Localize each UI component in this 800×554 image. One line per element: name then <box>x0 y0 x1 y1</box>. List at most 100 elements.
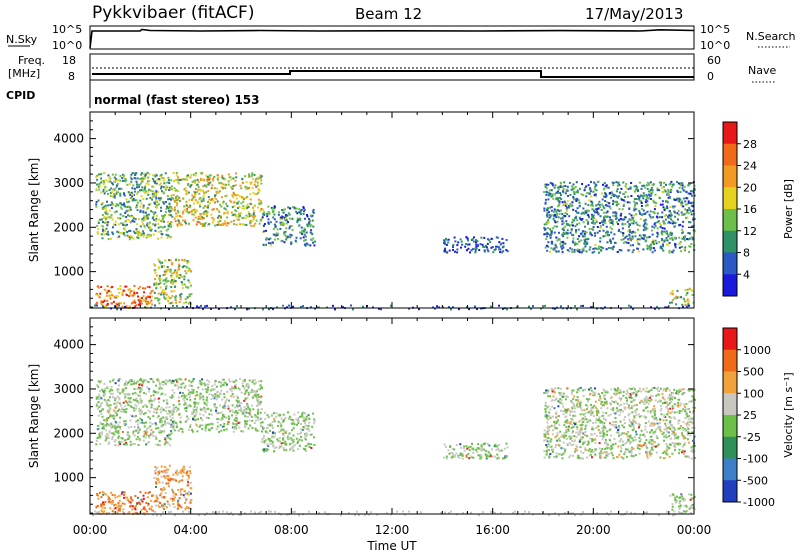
data-cell <box>128 289 130 291</box>
data-cell <box>651 230 653 232</box>
data-cell <box>558 186 560 188</box>
data-cell <box>219 412 221 414</box>
data-cell <box>155 436 157 438</box>
data-cell <box>178 179 180 181</box>
data-cell <box>172 491 174 493</box>
data-cell <box>253 210 255 212</box>
data-cell <box>627 230 629 232</box>
data-cell <box>260 183 262 185</box>
data-cell <box>127 219 129 221</box>
data-cell <box>121 493 123 495</box>
data-cell <box>574 305 576 307</box>
data-cell <box>145 430 147 432</box>
data-cell <box>282 421 284 423</box>
data-cell <box>612 238 614 240</box>
data-cell <box>175 406 177 408</box>
data-cell <box>111 302 113 304</box>
data-cell <box>610 227 612 229</box>
data-cell <box>608 247 610 249</box>
data-cell <box>309 244 311 246</box>
data-cell <box>280 218 282 220</box>
data-cell <box>679 224 681 226</box>
data-cell <box>214 388 216 390</box>
data-cell <box>222 183 224 185</box>
data-cell <box>612 182 614 184</box>
data-cell <box>273 418 275 420</box>
data-cell <box>156 497 158 499</box>
data-cell <box>152 290 154 292</box>
data-cell <box>114 397 116 399</box>
data-cell <box>604 182 606 184</box>
data-cell <box>200 383 202 385</box>
data-cell <box>248 173 250 175</box>
data-cell <box>102 221 104 223</box>
data-cell <box>247 383 249 385</box>
data-cell <box>167 442 169 444</box>
data-cell <box>149 491 151 493</box>
data-cell <box>125 216 127 218</box>
data-cell <box>637 189 639 191</box>
data-cell <box>178 277 180 279</box>
data-cell <box>229 410 231 412</box>
data-cell <box>150 301 152 303</box>
data-cell <box>627 249 629 251</box>
data-cell <box>186 191 188 193</box>
data-cell <box>164 298 166 300</box>
data-cell <box>164 260 166 262</box>
data-cell <box>642 248 644 250</box>
data-cell <box>117 496 119 498</box>
data-cell <box>125 497 127 499</box>
data-cell <box>285 449 287 451</box>
data-cell <box>201 378 203 380</box>
data-cell <box>97 233 99 235</box>
data-cell <box>102 501 104 503</box>
data-cell <box>118 442 120 444</box>
data-cell <box>606 216 608 218</box>
data-cell <box>99 436 101 438</box>
data-cell <box>281 445 283 447</box>
data-cell <box>135 408 137 410</box>
data-cell <box>624 196 626 198</box>
data-cell <box>173 194 175 196</box>
data-cell <box>289 443 291 445</box>
data-cell <box>558 204 560 206</box>
data-cell <box>263 211 265 213</box>
data-cell <box>169 203 171 205</box>
data-cell <box>244 379 246 381</box>
data-cell <box>182 220 184 222</box>
data-cell <box>647 246 649 248</box>
data-cell <box>187 270 189 272</box>
data-cell <box>130 420 132 422</box>
data-cell <box>115 221 117 223</box>
data-cell <box>249 420 251 422</box>
data-cell <box>169 444 171 446</box>
data-cell <box>242 182 244 184</box>
data-cell <box>284 208 286 210</box>
data-cell <box>690 211 692 213</box>
data-cell <box>591 228 593 230</box>
data-cell <box>233 205 235 207</box>
data-cell <box>203 195 205 197</box>
data-cell <box>156 207 158 209</box>
data-cell <box>149 197 151 199</box>
data-cell <box>629 239 631 241</box>
data-cell <box>130 209 132 211</box>
data-cell <box>201 200 203 202</box>
data-cell <box>155 505 157 507</box>
data-cell <box>277 425 279 427</box>
data-cell <box>667 408 669 410</box>
data-cell <box>218 215 220 217</box>
data-cell <box>217 221 219 223</box>
data-cell <box>158 227 160 229</box>
data-cell <box>120 222 122 224</box>
station-title: Pykkvibaer (fitACF) <box>92 3 254 23</box>
data-cell <box>182 475 184 477</box>
data-cell <box>127 236 129 238</box>
data-cell <box>289 218 291 220</box>
data-cell <box>599 237 601 239</box>
data-cell <box>486 455 488 457</box>
data-cell <box>599 230 601 232</box>
data-cell <box>562 251 564 253</box>
data-cell <box>484 443 486 445</box>
data-cell <box>173 404 175 406</box>
